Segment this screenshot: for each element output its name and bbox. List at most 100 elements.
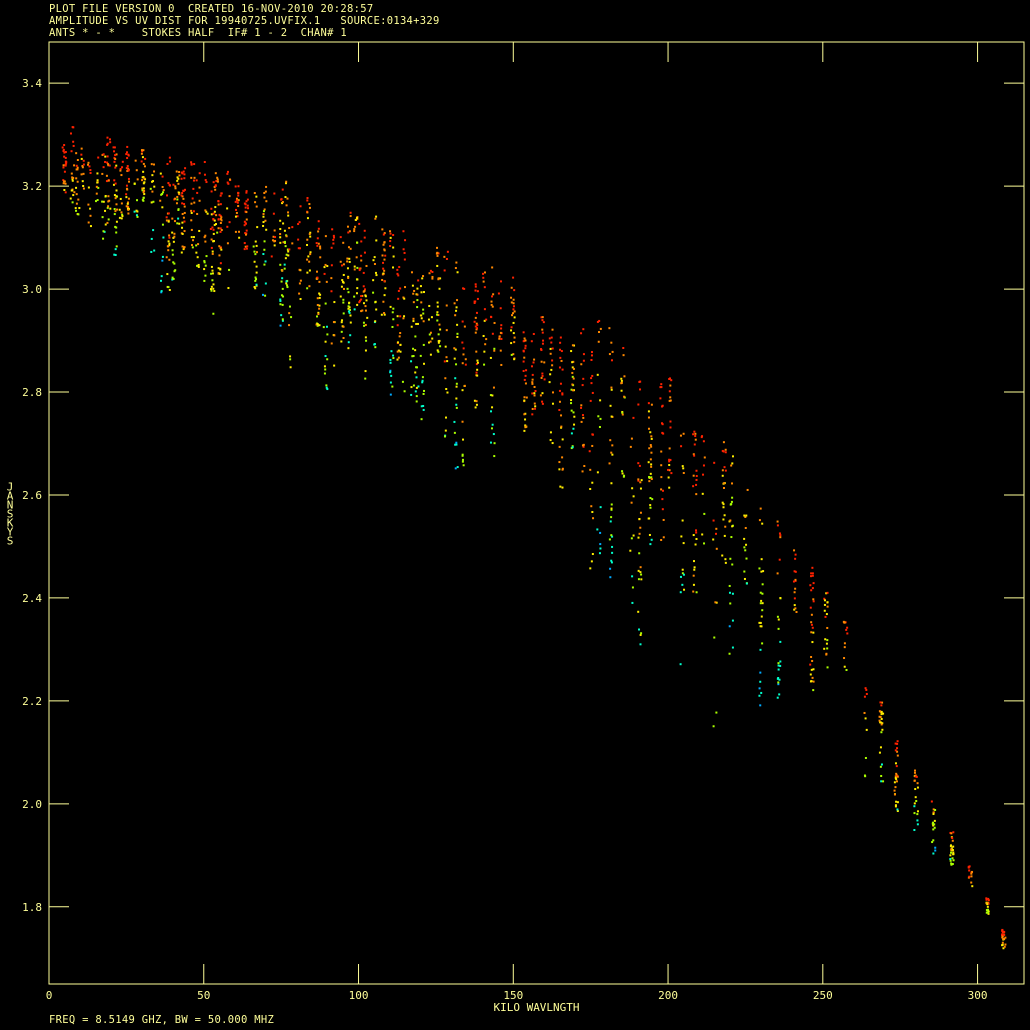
- data-point: [203, 268, 206, 271]
- data-point: [484, 343, 487, 346]
- data-point: [462, 464, 465, 467]
- data-point: [445, 257, 448, 260]
- data-point: [217, 200, 220, 203]
- data-point: [308, 233, 311, 236]
- data-point: [608, 353, 611, 356]
- data-point: [244, 233, 247, 236]
- data-point: [383, 258, 386, 261]
- data-point: [190, 228, 193, 231]
- data-point: [731, 592, 734, 595]
- data-point: [610, 507, 613, 510]
- data-point: [474, 300, 477, 303]
- data-point: [703, 542, 706, 545]
- data-point: [632, 534, 635, 537]
- data-point: [811, 587, 814, 590]
- data-point: [431, 337, 434, 340]
- data-point: [681, 465, 684, 468]
- data-point: [582, 377, 585, 380]
- data-point: [541, 331, 544, 334]
- data-point: [330, 264, 333, 267]
- data-point: [580, 404, 583, 407]
- data-point: [364, 349, 367, 352]
- data-point: [778, 678, 781, 681]
- data-point: [399, 343, 402, 346]
- data-point: [382, 272, 385, 275]
- data-point: [490, 427, 493, 430]
- data-point: [356, 241, 359, 244]
- data-point: [987, 910, 990, 913]
- data-point: [483, 308, 486, 311]
- data-point: [650, 437, 653, 440]
- data-point: [298, 268, 301, 271]
- data-point: [701, 533, 704, 536]
- data-point: [234, 185, 237, 188]
- data-point: [610, 508, 613, 511]
- data-point: [630, 501, 633, 504]
- data-point: [128, 180, 131, 183]
- data-point: [541, 402, 544, 405]
- data-point: [191, 246, 194, 249]
- data-point: [880, 704, 883, 707]
- data-point: [285, 204, 288, 207]
- data-point: [414, 390, 417, 393]
- data-point: [397, 297, 400, 300]
- data-point: [795, 611, 798, 614]
- data-point: [173, 220, 176, 223]
- data-point: [64, 164, 67, 167]
- data-point: [560, 359, 563, 362]
- data-point: [895, 778, 898, 781]
- data-point: [968, 869, 971, 872]
- data-point: [731, 646, 734, 649]
- data-point: [591, 391, 594, 394]
- data-point: [591, 444, 594, 447]
- data-point: [172, 183, 175, 186]
- data-point: [558, 389, 561, 392]
- data-point: [759, 602, 762, 605]
- data-point: [679, 591, 682, 594]
- data-point: [74, 207, 77, 210]
- data-point: [82, 163, 85, 166]
- data-point: [192, 239, 195, 242]
- data-point: [341, 319, 344, 322]
- data-point: [913, 802, 916, 805]
- data-point: [127, 154, 130, 157]
- data-point: [729, 519, 732, 522]
- data-point: [181, 202, 184, 205]
- data-point: [531, 413, 534, 416]
- data-point: [541, 328, 544, 331]
- data-point: [125, 153, 128, 156]
- data-point: [491, 406, 494, 409]
- data-point: [1001, 943, 1004, 946]
- data-point: [167, 182, 170, 185]
- data-point: [171, 253, 174, 256]
- data-point: [473, 399, 476, 402]
- data-point: [198, 186, 201, 189]
- data-point: [245, 190, 248, 193]
- data-point: [349, 321, 352, 324]
- data-point: [306, 238, 309, 241]
- data-point: [317, 311, 320, 314]
- data-point: [561, 486, 564, 489]
- data-point: [500, 327, 503, 330]
- data-point: [413, 289, 416, 292]
- data-point: [637, 610, 640, 613]
- data-point: [482, 276, 485, 279]
- data-point: [572, 360, 575, 363]
- data-point: [695, 531, 698, 534]
- data-point: [87, 161, 90, 164]
- data-point: [228, 195, 231, 198]
- data-point: [151, 174, 154, 177]
- data-point: [522, 350, 525, 353]
- data-point: [101, 172, 104, 175]
- data-point: [453, 302, 456, 305]
- data-point: [362, 302, 365, 305]
- data-point: [500, 280, 503, 283]
- data-point: [422, 320, 425, 323]
- data-point: [109, 207, 112, 210]
- data-point: [541, 372, 544, 375]
- data-point: [181, 213, 184, 216]
- data-point: [211, 272, 214, 275]
- data-point: [680, 445, 683, 448]
- data-point: [881, 722, 884, 725]
- data-point: [255, 244, 258, 247]
